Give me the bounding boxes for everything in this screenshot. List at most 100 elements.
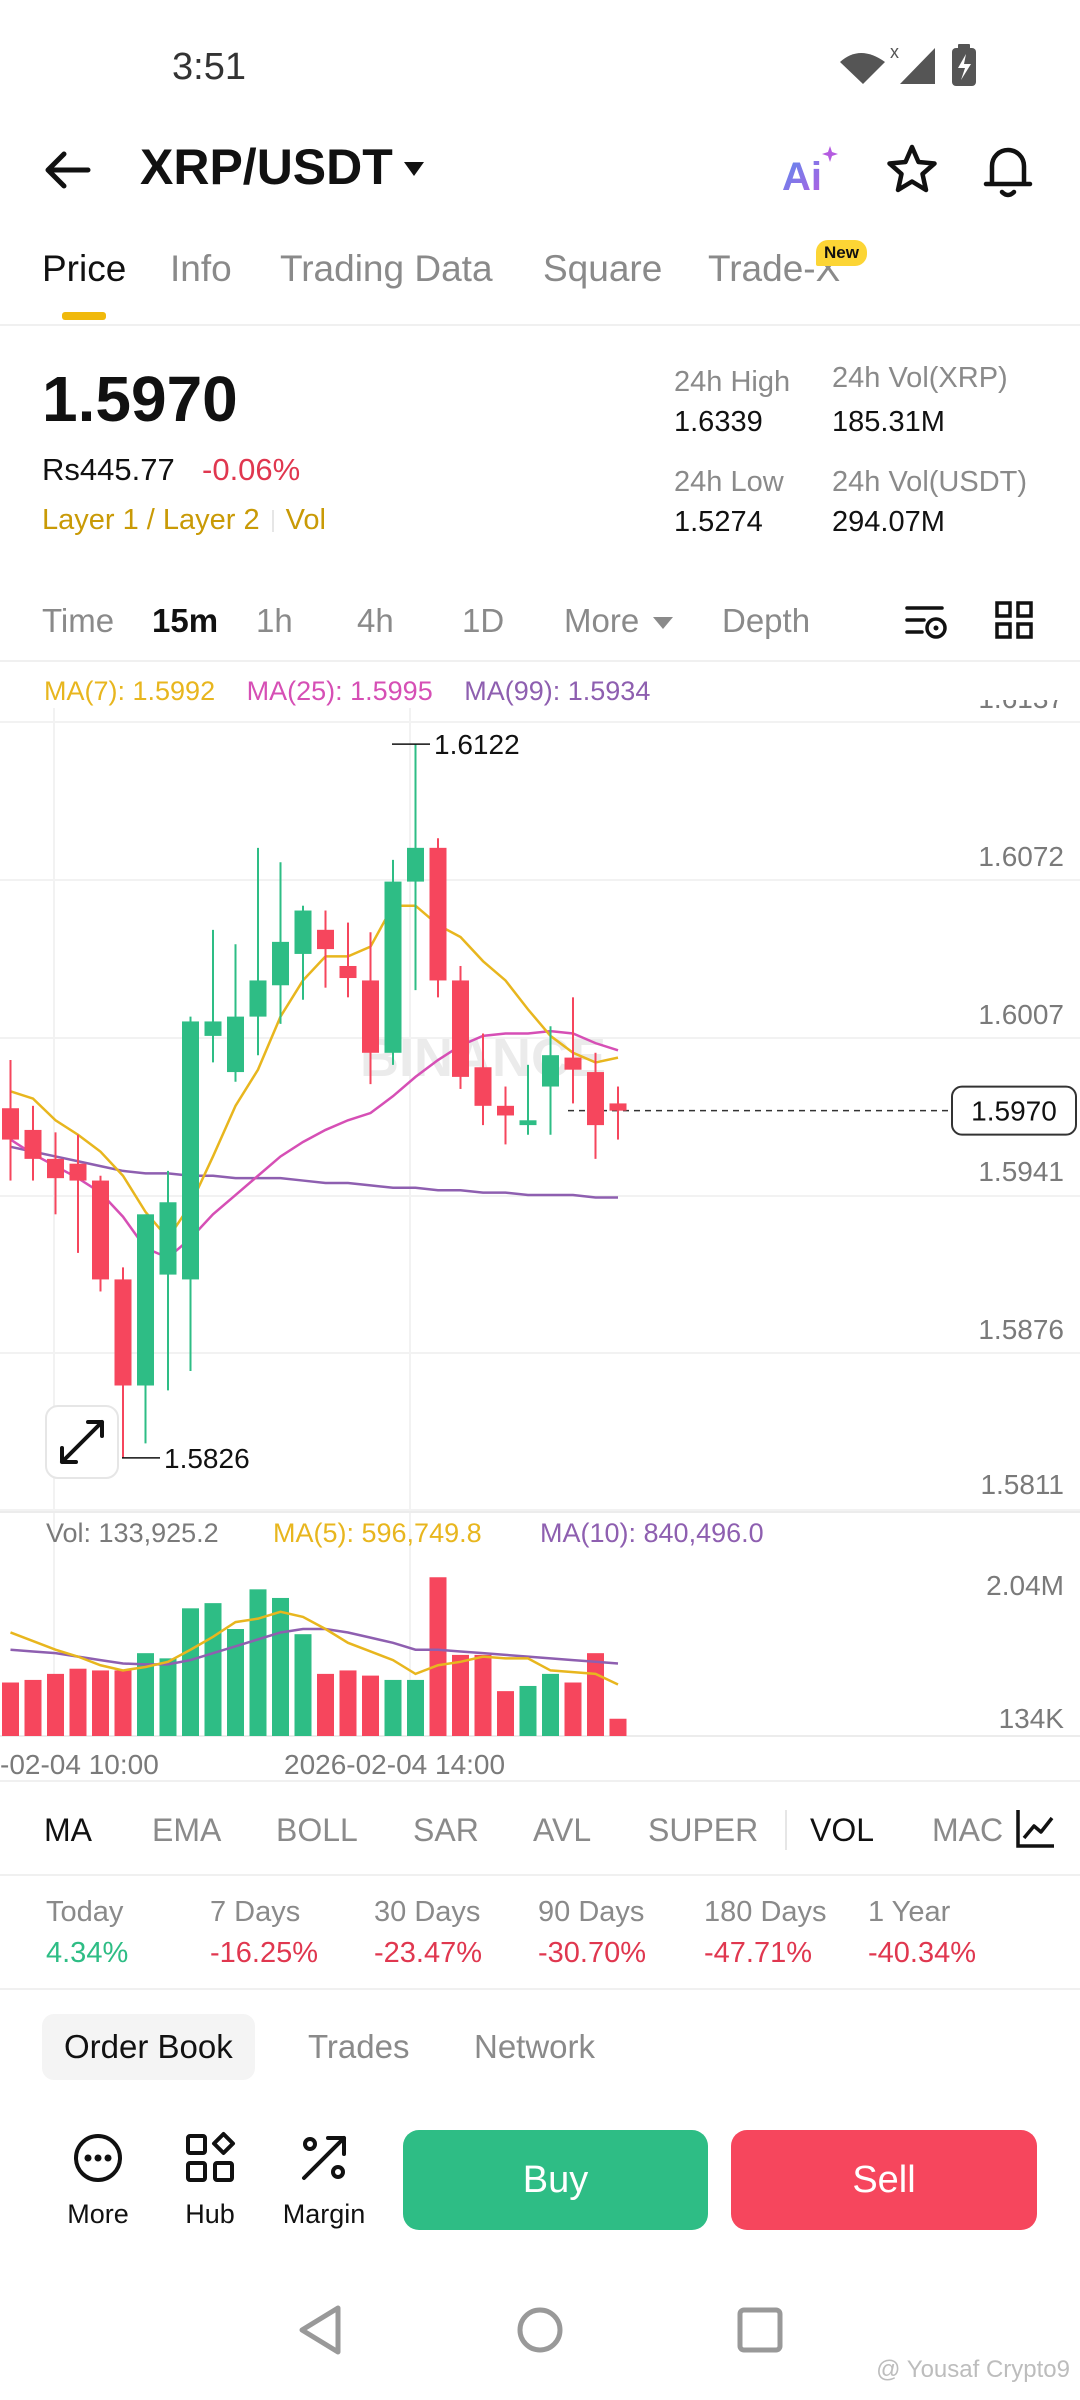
grid-layout-icon[interactable] [994, 600, 1034, 640]
pair-title[interactable]: XRP/USDT [140, 139, 393, 195]
performance-value: -23.47% [374, 1937, 483, 1969]
candle-body [429, 847, 447, 981]
ind-ema[interactable]: EMA [152, 1812, 222, 1848]
volume-bar [317, 1673, 334, 1736]
tab-trades[interactable]: Trades [308, 2028, 410, 2065]
tf-1d[interactable]: 1D [462, 602, 505, 639]
ind-avl[interactable]: AVL [533, 1812, 592, 1848]
tf-1h[interactable]: 1h [256, 602, 293, 639]
tf-depth[interactable]: Depth [722, 602, 811, 639]
volume-bar [69, 1668, 87, 1736]
candle-body [519, 1120, 537, 1126]
chart-settings-icon[interactable] [904, 600, 950, 644]
volume-bar [2, 1682, 19, 1736]
local-price: Rs445.77 [42, 452, 175, 487]
wifi-icon [840, 53, 885, 84]
more-label: More [67, 2199, 129, 2229]
margin-action[interactable]: Margin [274, 2130, 374, 2230]
candle-body [362, 980, 379, 1053]
tf-15m[interactable]: 15m [152, 602, 219, 639]
hub-action[interactable]: Hub [160, 2130, 260, 2230]
tab-square[interactable]: Square [543, 248, 663, 289]
volume-bar [227, 1629, 244, 1736]
volume-bar [429, 1577, 447, 1736]
volume-bar [272, 1597, 289, 1736]
performance-item: 30 Days -23.47% [374, 1896, 482, 1970]
ind-boll[interactable]: BOLL [276, 1812, 358, 1848]
volume-bar [384, 1679, 402, 1736]
tf-more[interactable]: More [564, 602, 640, 639]
candle-body [384, 881, 402, 1053]
candle-body [182, 1021, 199, 1280]
nav-recents-icon [737, 2307, 783, 2353]
volume-bar [519, 1685, 537, 1736]
price-chart[interactable]: BINANCE1.61371.60721.60071.59411.58761.5… [0, 700, 1080, 1780]
candle-body [587, 1072, 604, 1126]
tab-info[interactable]: Info [170, 248, 232, 289]
tab-trading-data[interactable]: Trading Data [280, 248, 493, 289]
candle-body [47, 1158, 64, 1179]
sell-button[interactable]: Sell [731, 2130, 1037, 2230]
price-axis-tick: 1.6072 [978, 841, 1064, 872]
candle-body [272, 941, 289, 986]
vol-ma5-line [10, 1610, 619, 1686]
back-arrow-icon[interactable] [40, 142, 96, 198]
volume-bar [114, 1670, 132, 1736]
ind-macd[interactable]: MAC [932, 1812, 1004, 1848]
buy-button[interactable]: Buy [403, 2130, 708, 2230]
tab-order-book[interactable]: Order Book [42, 2014, 255, 2080]
performance-label: 30 Days [374, 1896, 481, 1928]
high-marker-label: 1.6122 [434, 729, 520, 760]
tf-time[interactable]: Time [42, 602, 115, 639]
bell-icon[interactable] [980, 140, 1036, 200]
ind-vol[interactable]: VOL [810, 1812, 875, 1848]
page-tabs: Price Info Trading Data Square Trade-X N… [0, 240, 1080, 326]
ma25-line [9, 1029, 619, 1260]
expand-icon [60, 1420, 104, 1464]
vol-ma5-legend: MA(5): 596,749.8 [273, 1518, 482, 1548]
bottom-action-bar: More Hub Margin Buy Sell [0, 2130, 1080, 2240]
performance-label: 1 Year [868, 1896, 951, 1928]
volume-axis-tick: 2.04M [986, 1570, 1064, 1601]
volume-bar [294, 1634, 312, 1736]
more-caret-icon[interactable] [652, 616, 674, 630]
ma7-line [10, 904, 619, 1241]
ai-icon[interactable]: Ai [780, 142, 840, 198]
ma7-label: MA(7): 1.5992 [44, 676, 216, 706]
volume-bar [137, 1653, 154, 1736]
caret-down-icon[interactable] [402, 160, 426, 178]
candle-body [114, 1279, 132, 1386]
performance-label: 7 Days [210, 1896, 301, 1928]
indicator-chart-icon[interactable] [1014, 1806, 1058, 1850]
more-action[interactable]: More [48, 2130, 148, 2230]
ind-sar[interactable]: SAR [413, 1812, 479, 1848]
price-axis-tick: 1.6137 [978, 700, 1064, 714]
current-price-box [951, 1085, 1077, 1136]
volume-bar [47, 1673, 64, 1736]
vol-ma10-legend: MA(10): 840,496.0 [540, 1518, 764, 1548]
tag-divider [271, 510, 274, 533]
ind-super[interactable]: SUPER [648, 1812, 759, 1848]
candle-body [339, 965, 357, 979]
tab-price[interactable]: Price [42, 248, 127, 289]
performance-value: -30.70% [538, 1937, 647, 1969]
candle-body [227, 1016, 244, 1073]
star-icon[interactable] [884, 142, 940, 198]
ind-ma[interactable]: MA [44, 1812, 92, 1848]
x-glyph: x [890, 42, 899, 62]
tf-4h[interactable]: 4h [357, 602, 394, 639]
performance-value: -40.34% [868, 1937, 977, 1969]
vol-legend: Vol: 133,925.2 [46, 1518, 219, 1548]
tab-network[interactable]: Network [474, 2028, 596, 2065]
ma-legend: MA(7): 1.5992 MA(25): 1.5995 MA(99): 1.5… [44, 676, 650, 707]
performance-item: 90 Days -30.70% [538, 1896, 646, 1970]
tag-vol[interactable]: Vol [285, 504, 326, 536]
more-icon [74, 2134, 122, 2182]
candle-body [407, 847, 424, 882]
volume-bar [564, 1682, 582, 1736]
performance-item: Today 4.34% [46, 1896, 128, 1970]
tag-layer[interactable]: Layer 1 / Layer 2 [42, 504, 260, 536]
candle-body [159, 1202, 177, 1275]
timeframe-bar: Time 15m 1h 4h 1D More Depth [0, 590, 1080, 662]
volume-bar [24, 1679, 42, 1736]
